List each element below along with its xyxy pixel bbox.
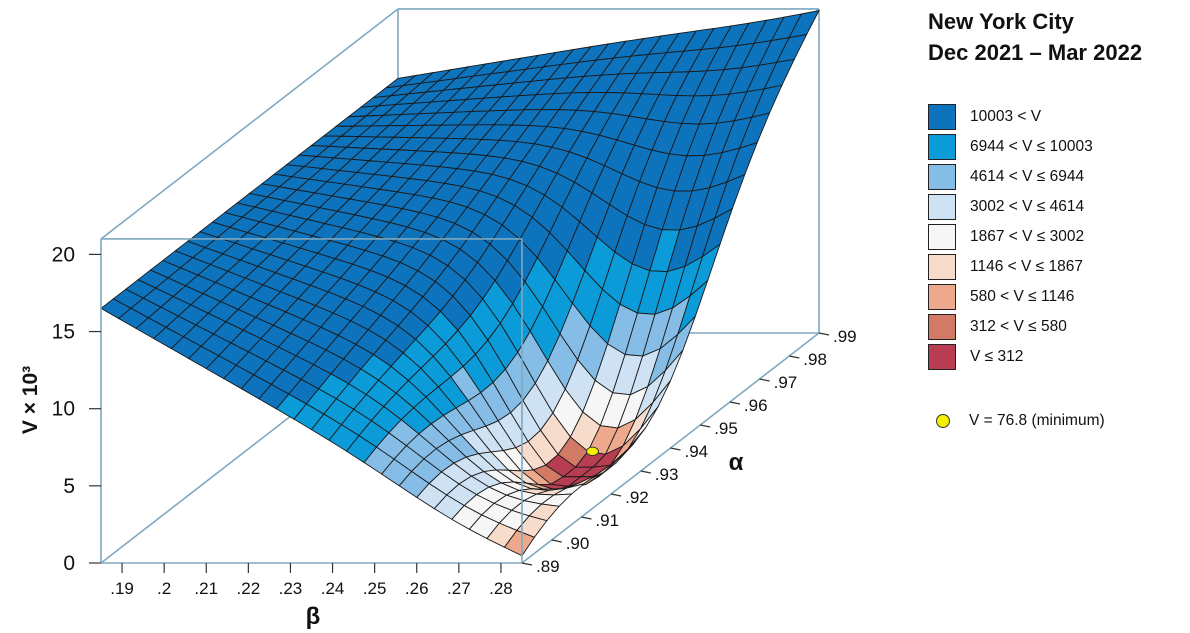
- legend-label: 312 < V ≤ 580: [970, 318, 1067, 335]
- legend-entry: 3002 < V ≤ 4614: [928, 192, 1186, 222]
- legend-label: 6944 < V ≤ 10003: [970, 138, 1093, 155]
- legend-label: 10003 < V: [970, 108, 1042, 125]
- x-tick-label: .25: [363, 579, 387, 598]
- y-tick: [670, 447, 681, 451]
- y-tick-label: .93: [655, 465, 679, 484]
- legend-swatch: [928, 344, 956, 370]
- y-axis-label: α: [729, 449, 744, 476]
- legend-minimum-label: V = 76.8 (minimum): [969, 412, 1105, 429]
- legend-title: New York City: [928, 9, 1074, 34]
- y-tick-label: .91: [595, 511, 619, 530]
- x-tick-label: .28: [489, 579, 513, 598]
- x-tick-label: .21: [194, 579, 218, 598]
- legend-label: 1146 < V ≤ 1867: [970, 258, 1083, 275]
- x-tick-label: .27: [447, 579, 471, 598]
- legend-minimum-entry: V = 76.8 (minimum): [928, 412, 1186, 430]
- legend: New York City Dec 2021 – Mar 2022 10003 …: [928, 6, 1186, 430]
- y-tick-label: .96: [744, 396, 768, 415]
- x-tick-label: .2: [157, 579, 171, 598]
- z-tick-label: 20: [52, 243, 75, 266]
- legend-swatch: [928, 314, 956, 340]
- surface-cell: [503, 529, 536, 557]
- y-tick: [521, 562, 533, 566]
- y-tick-label: .89: [536, 557, 560, 576]
- legend-swatch: [928, 254, 956, 280]
- legend-label: 4614 < V ≤ 6944: [970, 168, 1085, 185]
- x-tick-label: .24: [321, 579, 345, 598]
- y-tick-label: .99: [833, 327, 857, 346]
- x-tick-label: .26: [405, 579, 429, 598]
- axes: 0 5 10 15 20 V × 10³ .19 .2 .21 .22 .23 .24 .25 .26 .2…: [19, 243, 857, 630]
- legend-swatch: [928, 224, 956, 250]
- legend-label: 1867 < V ≤ 3002: [970, 228, 1085, 245]
- legend-entry: 6944 < V ≤ 10003: [928, 132, 1186, 162]
- legend-entry: 4614 < V ≤ 6944: [928, 162, 1186, 192]
- y-tick-label: .92: [625, 488, 649, 507]
- minimum-point: [586, 446, 599, 457]
- y-tick-label: .97: [774, 373, 798, 392]
- legend-swatch: [928, 194, 956, 220]
- z-tick-label: 5: [63, 475, 75, 498]
- z-tick-label: 0: [63, 552, 75, 575]
- box-edge: [100, 8, 399, 240]
- y-tick: [581, 516, 592, 520]
- legend-entry: 1867 < V ≤ 3002: [928, 222, 1186, 252]
- y-tick-label: .95: [714, 419, 738, 438]
- legend-label: 580 < V ≤ 1146: [970, 288, 1075, 305]
- y-tick: [700, 424, 711, 428]
- legend-swatch: [928, 164, 956, 190]
- minimum-marker: [586, 446, 599, 457]
- x-axis-label: β: [306, 603, 321, 630]
- z-tick-label: 10: [52, 398, 75, 421]
- legend-list: 10003 < V 6944 < V ≤ 10003 4614 < V ≤ 6944…: [928, 102, 1186, 372]
- z-axis-label: V × 10³: [19, 366, 42, 434]
- y-tick: [729, 401, 741, 405]
- y-tick: [551, 539, 562, 543]
- y-tick-label: .90: [566, 534, 590, 553]
- legend-swatch: [928, 284, 956, 310]
- legend-label: V ≤ 312: [970, 348, 1024, 365]
- x-tick-label: .23: [279, 579, 303, 598]
- legend-swatch: [928, 134, 956, 160]
- legend-entry: 312 < V ≤ 580: [928, 312, 1186, 342]
- y-tick-label: .94: [685, 442, 709, 461]
- legend-entry: 10003 < V: [928, 102, 1186, 132]
- surface-mesh: [100, 10, 820, 557]
- y-tick-label: .98: [803, 350, 827, 369]
- x-tick-label: .19: [110, 579, 134, 598]
- y-tick: [789, 355, 800, 359]
- legend-entry: V ≤ 312: [928, 342, 1186, 372]
- y-tick: [610, 493, 622, 497]
- surface-plot: 0 5 10 15 20 V × 10³ .19 .2 .21 .22 .23 .24 .25 .26 .2…: [19, 8, 857, 630]
- legend-entry: 580 < V ≤ 1146: [928, 282, 1186, 312]
- x-tick-label: .22: [237, 579, 261, 598]
- minimum-marker-icon: [936, 414, 950, 428]
- y-tick: [759, 378, 770, 382]
- legend-swatch: [928, 104, 956, 130]
- legend-entry: 1146 < V ≤ 1867: [928, 252, 1186, 282]
- legend-label: 3002 < V ≤ 4614: [970, 198, 1085, 215]
- y-tick: [640, 470, 651, 474]
- legend-subtitle: Dec 2021 – Mar 2022: [928, 40, 1143, 65]
- y-tick: [818, 332, 830, 336]
- z-tick-label: 15: [52, 321, 75, 344]
